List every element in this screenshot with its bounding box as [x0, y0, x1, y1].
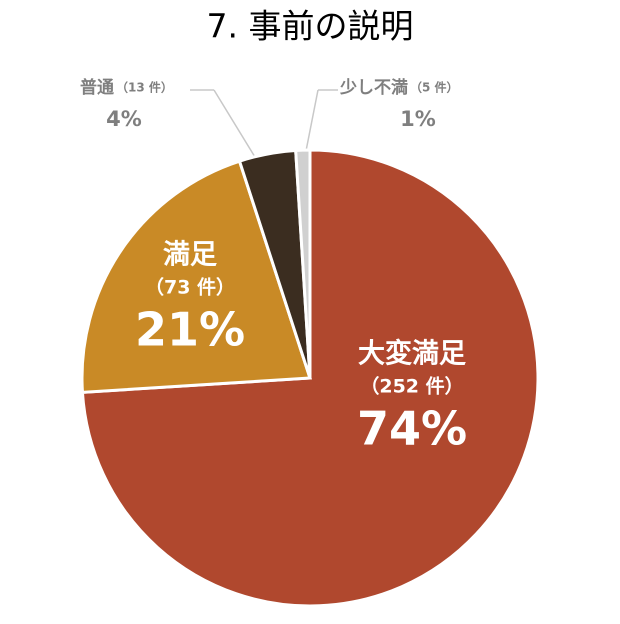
leader-line	[304, 89, 319, 157]
category-label: 普通	[80, 77, 114, 98]
value-label: 74%	[357, 402, 467, 456]
value-label: 21%	[135, 303, 245, 357]
category-label: 大変満足	[358, 338, 466, 370]
value-label: 1%	[400, 107, 436, 131]
category-label: 少し不満	[339, 77, 408, 98]
value-label: 4%	[106, 107, 142, 131]
count-label: （5 件）	[410, 80, 459, 95]
count-label: （73 件）	[145, 276, 235, 299]
chart-title: 7. 事前の説明	[207, 7, 414, 46]
count-label: （13 件）	[116, 80, 173, 95]
pie-slice	[80, 159, 313, 394]
pie-slice	[294, 148, 312, 379]
leader-line	[213, 89, 259, 163]
count-label: （252 件）	[360, 375, 463, 398]
category-label: 満足	[163, 240, 217, 271]
